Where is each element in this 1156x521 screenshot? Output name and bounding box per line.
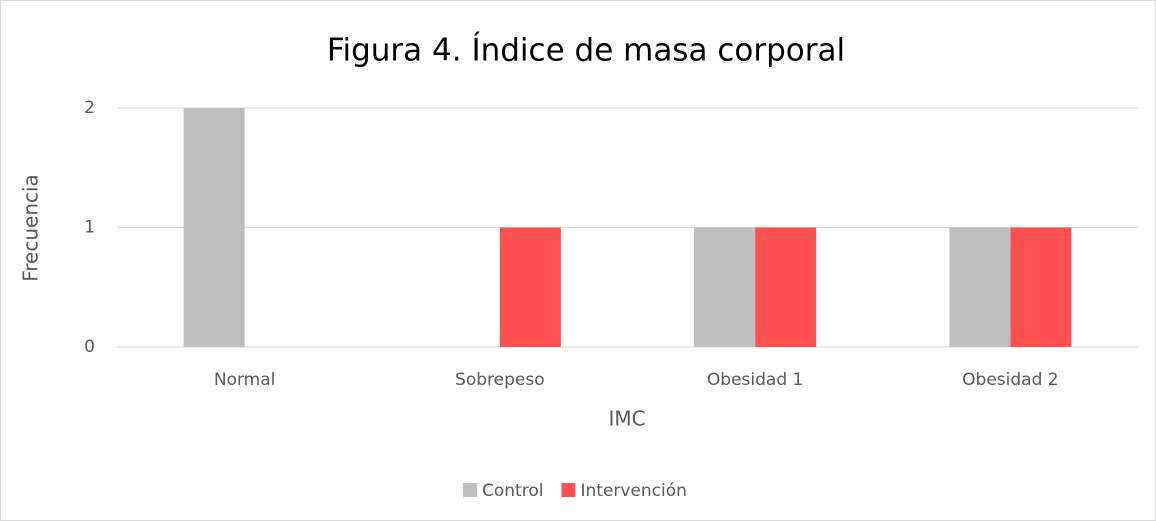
x-tick-label: Sobrepeso [455, 370, 545, 390]
x-tick-label: Obesidad 2 [962, 370, 1058, 390]
x-tick-label: Normal [214, 370, 276, 390]
legend-label: Intervención [580, 481, 686, 501]
bar [755, 227, 817, 347]
bar [694, 227, 756, 347]
y-tick-label: 1 [84, 218, 95, 238]
legend-swatch [561, 483, 576, 497]
bar [1010, 227, 1072, 347]
x-tick-label: Obesidad 1 [707, 370, 803, 390]
chart-title: Figura 4. Índice de masa corporal [327, 33, 845, 69]
legend-label: Control [482, 481, 543, 501]
y-tick-label: 0 [84, 337, 95, 357]
bar [949, 227, 1011, 347]
legend-swatch [463, 483, 477, 497]
bar [183, 108, 245, 347]
y-tick-label: 2 [84, 98, 95, 118]
bar [499, 227, 561, 347]
x-axis-label: IMC [608, 407, 645, 431]
y-axis-label: Frecuencia [19, 174, 43, 282]
